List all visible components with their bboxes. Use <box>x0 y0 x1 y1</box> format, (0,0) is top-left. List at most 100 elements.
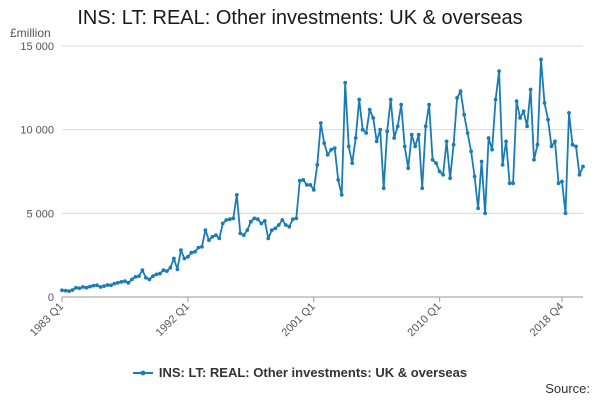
data-point <box>74 285 78 290</box>
data-point <box>276 223 281 227</box>
data-point <box>252 216 257 221</box>
data-point <box>574 144 578 149</box>
data-point <box>98 285 103 289</box>
data-point <box>172 256 176 261</box>
data-point <box>220 221 225 226</box>
data-point <box>430 157 435 162</box>
data-point <box>462 112 466 117</box>
data-point <box>374 139 379 144</box>
data-point <box>262 219 267 223</box>
gridlines <box>62 45 583 298</box>
data-point <box>210 234 215 239</box>
data-point <box>455 96 459 100</box>
data-point <box>224 218 229 222</box>
y-tick-label: 15 000 <box>20 41 54 53</box>
data-point <box>137 274 141 278</box>
data-point <box>227 217 232 222</box>
data-point <box>123 279 127 283</box>
data-point <box>465 131 470 135</box>
data-point <box>186 254 190 259</box>
data-point <box>409 132 414 137</box>
data-point <box>539 57 543 62</box>
data-point <box>549 144 554 149</box>
data-point <box>525 124 529 129</box>
data-point <box>353 136 358 140</box>
chart-title: INS: LT: REAL: Other investments: UK & o… <box>77 7 523 29</box>
data-point <box>165 269 169 273</box>
data-point <box>437 169 442 174</box>
data-point <box>563 211 568 216</box>
data-point <box>528 87 533 92</box>
data-point <box>269 228 274 233</box>
data-point <box>357 97 362 102</box>
data-point <box>521 109 526 114</box>
data-point <box>266 236 271 241</box>
data-point <box>336 178 341 182</box>
data-point <box>81 285 85 289</box>
data-point <box>273 226 278 231</box>
data-point <box>238 231 243 236</box>
y-tick-label: 0 <box>48 292 54 304</box>
data-point <box>392 136 397 140</box>
data-point <box>241 233 246 238</box>
data-point <box>67 289 71 293</box>
data-point <box>193 249 197 254</box>
series-line-0 <box>61 58 584 293</box>
data-point <box>329 147 334 152</box>
data-point <box>350 161 355 166</box>
data-point <box>154 272 159 277</box>
data-point <box>175 267 180 272</box>
data-point <box>472 174 477 179</box>
data-point <box>385 129 390 134</box>
data-point <box>77 286 82 291</box>
data-point <box>490 147 494 152</box>
data-point <box>245 228 250 233</box>
y-tick-label: 10 000 <box>20 125 54 137</box>
data-point <box>371 116 376 120</box>
data-point <box>189 250 194 255</box>
data-point <box>434 161 438 166</box>
x-tick-label: 2010 Q1 <box>405 301 443 339</box>
data-point <box>119 280 124 284</box>
data-point <box>304 183 309 187</box>
data-point <box>346 144 351 149</box>
data-point <box>367 107 372 112</box>
data-point <box>486 136 491 140</box>
data-point <box>451 142 456 147</box>
data-point <box>469 149 473 154</box>
data-point <box>102 284 106 288</box>
data-point <box>234 193 239 197</box>
data-point <box>479 159 484 164</box>
data-point <box>130 277 134 282</box>
data-point <box>406 166 411 171</box>
series-layer <box>60 57 585 293</box>
x-axis: 1983 Q1 1992 Q1 2001 Q1 2010 Q1 2018 Q4 <box>28 297 566 339</box>
data-point <box>504 139 508 144</box>
data-point <box>476 206 480 211</box>
data-point <box>84 285 89 290</box>
data-point <box>133 275 138 279</box>
data-point <box>290 217 295 222</box>
data-point <box>168 265 173 270</box>
data-point <box>60 288 64 293</box>
data-point <box>325 152 330 157</box>
data-point <box>507 181 512 186</box>
data-point <box>532 157 536 162</box>
data-point <box>109 283 113 288</box>
data-point <box>95 283 99 288</box>
x-tick-label: 2018 Q4 <box>528 301 566 339</box>
data-point <box>144 275 148 280</box>
data-point <box>420 186 425 191</box>
legend-label: INS: LT: REAL: Other investments: UK & o… <box>158 365 468 380</box>
data-point <box>297 178 302 183</box>
data-point <box>70 288 75 292</box>
data-point <box>182 256 187 261</box>
x-tick-label: 1983 Q1 <box>28 301 66 339</box>
data-point <box>255 217 260 222</box>
data-point <box>294 216 299 221</box>
data-point <box>427 102 431 107</box>
data-point <box>413 144 418 149</box>
data-point <box>553 139 557 144</box>
data-point <box>339 193 344 197</box>
data-point <box>570 142 575 147</box>
